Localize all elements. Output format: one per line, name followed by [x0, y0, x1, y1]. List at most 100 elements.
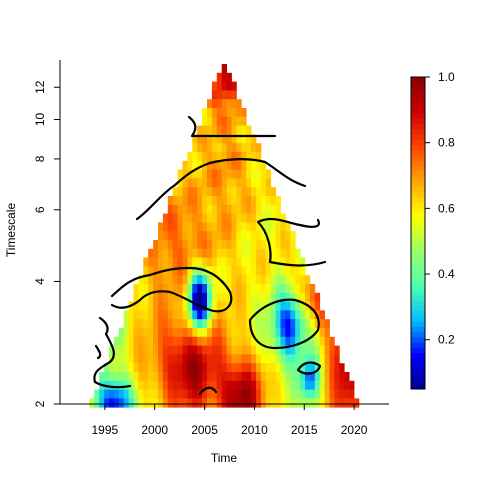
- heatmap-cell: [216, 116, 223, 126]
- heatmap-cell: [133, 372, 139, 382]
- heatmap-cell: [187, 240, 193, 250]
- heatmap-cell: [197, 204, 203, 214]
- heatmap-cell: [260, 248, 267, 258]
- heatmap-cell: [162, 231, 169, 241]
- heatmap-cell: [211, 336, 218, 346]
- heatmap-cell: [202, 169, 208, 179]
- heatmap-cell: [260, 372, 267, 382]
- heatmap-cell: [275, 345, 281, 355]
- heatmap-cell: [236, 108, 242, 118]
- heatmap-cell: [153, 372, 159, 382]
- heatmap-cell: [309, 398, 316, 408]
- heatmap-cell: [187, 213, 193, 223]
- heatmap-cell: [226, 380, 232, 390]
- heatmap-cell: [221, 336, 227, 346]
- heatmap-cell: [221, 363, 227, 373]
- heatmap-cell: [236, 319, 242, 329]
- heatmap-cell: [251, 275, 257, 285]
- heatmap-cell: [275, 380, 281, 390]
- heatmap-cell: [221, 354, 227, 364]
- heatmap-cell: [329, 389, 335, 399]
- heatmap-cell: [275, 266, 281, 276]
- heatmap-cell: [309, 345, 316, 355]
- heatmap-cell: [300, 389, 306, 399]
- heatmap-cell: [226, 284, 232, 294]
- heatmap-cell: [207, 196, 213, 206]
- heatmap-cell: [187, 363, 193, 373]
- heatmap-cell: [148, 310, 154, 320]
- heatmap-cell: [216, 143, 223, 153]
- heatmap-cell: [182, 248, 188, 258]
- heatmap-cell: [202, 336, 208, 346]
- heatmap-cell: [256, 363, 262, 373]
- heatmap-cell: [290, 354, 296, 364]
- heatmap-cell: [177, 213, 183, 223]
- heatmap-cell: [236, 99, 242, 109]
- heatmap-cell: [192, 354, 198, 364]
- heatmap-cell: [128, 398, 134, 408]
- heatmap-cell: [290, 301, 296, 311]
- heatmap-cell: [153, 336, 159, 346]
- heatmap-cell: [290, 231, 296, 241]
- heatmap-cell: [226, 354, 232, 364]
- heatmap-cell: [216, 345, 223, 355]
- colorbar-segment: [411, 363, 425, 369]
- heatmap-cell: [246, 275, 252, 285]
- heatmap-cell: [305, 319, 311, 329]
- heatmap-cell: [158, 310, 164, 320]
- heatmap-cell: [216, 301, 223, 311]
- heatmap-cell: [172, 328, 178, 338]
- colorbar-segment: [411, 331, 425, 338]
- heatmap-cell: [123, 389, 129, 399]
- heatmap-cell: [236, 372, 242, 382]
- axes: [54, 60, 389, 410]
- heatmap-cell: [172, 301, 178, 311]
- heatmap-cell: [251, 231, 257, 241]
- heatmap-cell: [319, 380, 325, 390]
- heatmap-cell: [241, 328, 247, 338]
- colorbar-segment: [411, 222, 425, 229]
- colorbar-segment: [411, 175, 425, 182]
- heatmap-cell: [246, 336, 252, 346]
- heatmap-cell: [319, 336, 325, 346]
- heatmap-cell: [197, 187, 203, 197]
- heatmap-cell: [187, 292, 193, 302]
- heatmap-cell: [334, 354, 340, 364]
- heatmap-cell: [158, 354, 164, 364]
- heatmap-cell: [314, 372, 321, 382]
- x-tick-label: 1995: [92, 423, 119, 437]
- heatmap-cell: [138, 336, 144, 346]
- heatmap-cell: [260, 389, 267, 399]
- heatmap-cell: [211, 90, 218, 100]
- heatmap-cell: [260, 275, 267, 285]
- heatmap-cell: [275, 310, 281, 320]
- y-tick-label: 12: [33, 80, 47, 94]
- heatmap-cell: [221, 196, 227, 206]
- heatmap-cell: [305, 336, 311, 346]
- heatmap-cell: [226, 328, 232, 338]
- heatmap-cell: [305, 328, 311, 338]
- heatmap-cell: [344, 380, 350, 390]
- heatmap-cell: [192, 380, 198, 390]
- heatmap-cell: [109, 372, 115, 382]
- heatmap-cell: [172, 398, 178, 408]
- heatmap-cell: [167, 380, 174, 390]
- contour-left-bottom: [94, 344, 102, 360]
- heatmap-cell: [226, 319, 232, 329]
- heatmap-cell: [211, 116, 218, 126]
- heatmap-cell: [285, 275, 291, 285]
- heatmap-cell: [138, 328, 144, 338]
- heatmap-cell: [216, 99, 223, 109]
- heatmap-cell: [305, 345, 311, 355]
- colorbar-segment: [411, 243, 425, 250]
- heatmap-cell: [182, 240, 188, 250]
- heatmap-cell: [207, 152, 213, 162]
- heatmap-cell: [207, 292, 213, 302]
- heatmap-cell: [275, 336, 281, 346]
- heatmap-cell: [133, 380, 139, 390]
- heatmap-cell: [231, 266, 237, 276]
- heatmap-cell: [211, 108, 218, 118]
- heatmap-cell: [202, 222, 208, 232]
- heatmap-cell: [153, 284, 159, 294]
- heatmap-cell: [305, 354, 311, 364]
